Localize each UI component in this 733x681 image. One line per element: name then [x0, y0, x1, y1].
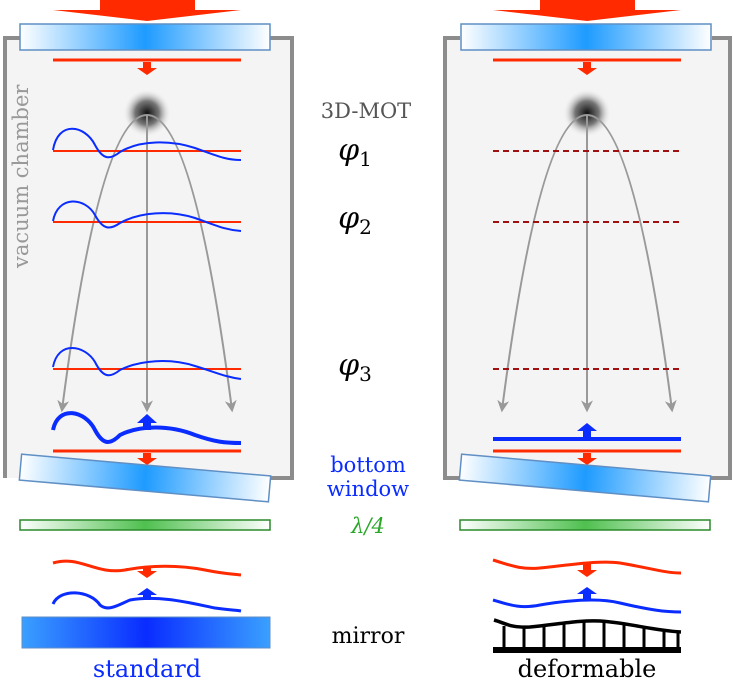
trajectory-right: [146, 114, 237, 413]
bottom-window: [458, 453, 712, 503]
down-arrow-icon: [577, 453, 597, 465]
top-window: [19, 23, 271, 51]
distorted-wavefront-1: [52, 127, 242, 161]
incoming-beam-arrow: [53, 0, 241, 21]
deformable-mirror: [493, 618, 682, 653]
up-arrow-icon: [577, 587, 597, 600]
mot-label: 3D-MOT: [321, 99, 411, 123]
mirror-actuators: [502, 621, 680, 648]
reflected-beam-wave: [492, 598, 682, 614]
standard-setup: vacuum chamber standard: [3, 0, 294, 681]
deformable-setup: deformable: [443, 0, 732, 681]
reflected-wavefront: [51, 411, 242, 445]
phi1-label: φ1: [338, 133, 372, 171]
quarter-wave-plate: [19, 519, 271, 531]
mot-cloud: [563, 89, 611, 137]
incident-beam-wave: [52, 559, 242, 577]
down-arrow-icon: [137, 453, 157, 465]
vacuum-chamber: [3, 36, 294, 480]
standard-label: standard: [93, 655, 201, 681]
deformable-label: deformable: [518, 655, 657, 681]
bottom-window: [18, 453, 272, 503]
incoming-beam-arrow: [493, 0, 681, 21]
down-arrow-icon: [137, 62, 157, 75]
up-arrow-icon: [577, 423, 597, 437]
quarter-wave-plate: [459, 519, 711, 531]
trajectory-right: [586, 114, 677, 413]
standard-mirror: [21, 616, 271, 649]
up-arrow-icon: [137, 588, 157, 600]
vacuum-chamber: [443, 36, 732, 480]
vacuum-chamber-label: vacuum chamber: [9, 84, 33, 269]
reflected-beam-wave: [51, 591, 242, 613]
distorted-wavefront-3: [52, 347, 242, 380]
quarter-wave-label: λ/4: [350, 514, 385, 538]
down-arrow-icon: [137, 566, 157, 578]
bottom-window-label: bottom: [330, 453, 406, 477]
phi3-label: φ3: [338, 348, 372, 386]
mirror-membrane: [493, 618, 682, 634]
down-arrow-icon: [577, 563, 597, 577]
distorted-wavefront-2: [52, 200, 242, 232]
center-labels: 3D-MOT φ1 φ2 φ3 bottom window λ/4 mirror: [321, 99, 411, 649]
down-arrow-icon: [577, 62, 597, 75]
top-window: [460, 23, 712, 51]
mot-cloud: [123, 89, 171, 137]
trajectory-left: [497, 114, 588, 413]
trajectory-left: [57, 114, 148, 413]
bottom-window-label-2: window: [327, 477, 409, 501]
up-arrow-icon: [137, 414, 157, 430]
phi2-label: φ2: [338, 201, 372, 239]
mirror-label: mirror: [332, 624, 405, 649]
